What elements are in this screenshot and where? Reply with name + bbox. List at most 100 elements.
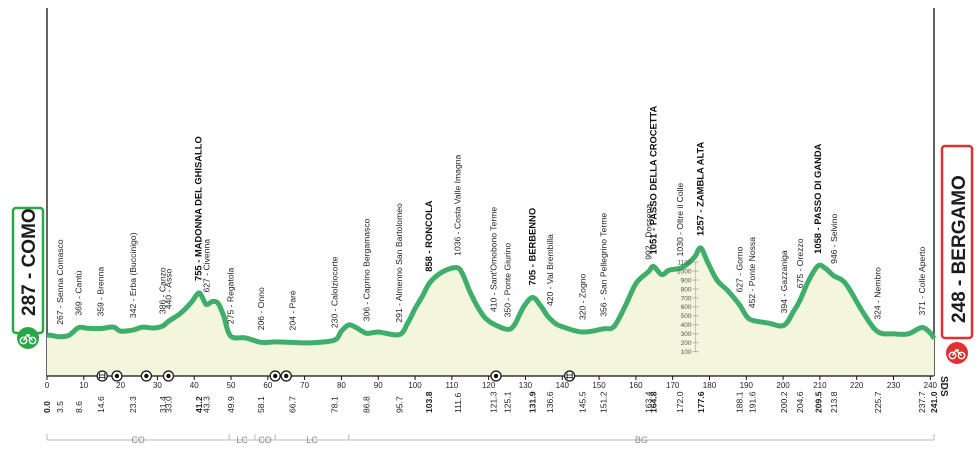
waypoint-label: 755 - MADONNA DEL GHISALLO [193, 136, 204, 281]
waypoint-label: 356 - San Pellegrino Terme [598, 213, 608, 317]
waypoint-label: 267 - Senna Comasco [55, 239, 65, 325]
km-label: 86.8 [362, 396, 372, 413]
waypoint-labels: 267 - Senna Comasco 369 - Cantù 359 - Bren… [55, 105, 927, 330]
waypoint-label: 275 - Regatola [226, 267, 236, 324]
waypoint-label: 204 - Parè [287, 290, 297, 330]
province-label: LC [306, 435, 318, 445]
km-label: 0.0 [42, 401, 52, 413]
province-label: LC [236, 435, 248, 445]
route-icons [96, 370, 576, 382]
km-label: 23.3 [128, 396, 138, 413]
waypoint-label: 230 - Calolziocorte [329, 256, 339, 328]
km-label: 103.8 [424, 391, 434, 413]
bike-start-icon [17, 327, 39, 349]
x-tick-label: 120 [482, 381, 496, 390]
waypoint-label: 371 - Colle Aperto [917, 246, 927, 315]
roundabout-core [493, 373, 499, 379]
km-label: 78.1 [330, 396, 340, 413]
km-label: 177.6 [696, 391, 706, 413]
x-tick-label: 190 [740, 381, 754, 390]
waypoint-label: 291 - Almenno San Bartolomeo [394, 203, 404, 323]
km-label: 66.7 [288, 396, 298, 413]
x-tick-label: 140 [556, 381, 570, 390]
scale-label: 1100 [678, 259, 692, 266]
waypoint-label: 1030 - Oltre il Colle [675, 183, 685, 257]
km-label: 125.1 [503, 391, 513, 413]
finish-label: 248 - BERGAMO [949, 175, 970, 323]
scale-label: 800 [681, 286, 692, 293]
rail-mark [98, 373, 106, 379]
km-label: 33.0 [164, 396, 174, 413]
waypoint-label: 410 - Sant'Omobono Terme [488, 207, 498, 312]
x-tick-label: 110 [445, 381, 458, 390]
waypoint-label: 440 - Asso [163, 268, 173, 309]
roundabout-icon [269, 370, 281, 382]
province-bands: CO LC CO LC BG [46, 434, 935, 445]
waypoint-label: 1051 - PASSO DELLA CROCETTA [648, 105, 659, 254]
x-tick-label: 160 [629, 381, 643, 390]
km-label: 225.7 [873, 391, 883, 413]
roundabout-icon [490, 370, 502, 382]
start-badge: 287 - COMO [11, 206, 45, 349]
km-label: 8.6 [74, 401, 84, 413]
km-label: 41.2 [194, 396, 204, 413]
waypoint-label: 342 - Erba (Buccinigo) [128, 232, 138, 318]
finish-badge: 248 - BERGAMO [940, 144, 974, 364]
waypoint-label: 858 - RONCOLA [423, 200, 434, 272]
province-label: CO [131, 435, 145, 445]
scale-label: 500 [681, 313, 692, 320]
province-label: BG [635, 435, 648, 445]
scale-label: 400 [681, 322, 692, 329]
x-tick-label: 70 [300, 381, 309, 390]
waypoint-label: 320 - Zogno [578, 273, 588, 320]
waypoint-label: 992 - Dossena [643, 204, 653, 260]
roundabout-icon [140, 370, 152, 382]
x-tick-label: 10 [79, 381, 88, 390]
province-label: CO [258, 435, 272, 445]
waypoint-label: 705 - BERBENNO [526, 208, 537, 286]
km-label: 188.1 [735, 391, 745, 413]
km-label: 145.5 [578, 391, 588, 413]
km-label: 200.2 [779, 391, 789, 413]
waypoint-label: 420 - Val Brembilla [545, 234, 555, 306]
km-label: 131.9 [528, 391, 538, 413]
km-label: 111.6 [453, 393, 463, 413]
x-tick-label: 230 [887, 381, 901, 390]
km-label: 241.0 [929, 391, 939, 413]
waypoint-label: 306 - Caprino Bergamasco [361, 218, 371, 321]
x-tick-label: 150 [592, 381, 606, 390]
brand-logo: SDS [938, 376, 949, 397]
start-label: 287 - COMO [19, 208, 40, 316]
roundabout-core [114, 373, 120, 379]
roundabout-icon [111, 370, 123, 382]
roundabout-icon [280, 370, 292, 382]
waypoint-label: 350 - Ponte Giurino [502, 243, 512, 318]
km-label: 172.0 [675, 391, 685, 413]
roundabout-core [166, 373, 171, 379]
x-tick-label: 80 [337, 381, 346, 390]
x-tick-label: 130 [519, 381, 533, 390]
altitude-scale: 100 200 300 400 500 600 700 800 900 1000 1100 [677, 259, 699, 356]
waypoint-label: 324 - Nembro [873, 267, 883, 320]
roundabout-core [144, 373, 149, 379]
x-tick-label: 90 [374, 381, 383, 390]
km-label: 237.7 [917, 391, 927, 413]
x-tick-label: 220 [850, 381, 864, 390]
x-tick-label: 40 [190, 381, 199, 390]
roundabout-core [284, 373, 289, 379]
waypoint-label: 394 - Gazzaniga [779, 250, 789, 313]
km-label: 163.4 [644, 391, 654, 413]
roundabout-icon [162, 370, 175, 382]
waypoint-label: 1036 - Costa Valle Imagna [453, 154, 463, 255]
km-label: 49.9 [226, 396, 236, 413]
waypoint-label: 675 - Orezzo [795, 238, 805, 288]
x-tick-label: 60 [263, 381, 272, 390]
profile-line [46, 245, 937, 346]
km-label: 43.3 [202, 396, 212, 413]
x-tick-label: 20 [116, 381, 125, 390]
km-label: 3.5 [55, 401, 65, 413]
rail-crossing-icon [96, 370, 108, 382]
km-label: 209.5 [813, 391, 823, 413]
waypoint-label: 452 - Ponte Nossa [747, 237, 757, 308]
